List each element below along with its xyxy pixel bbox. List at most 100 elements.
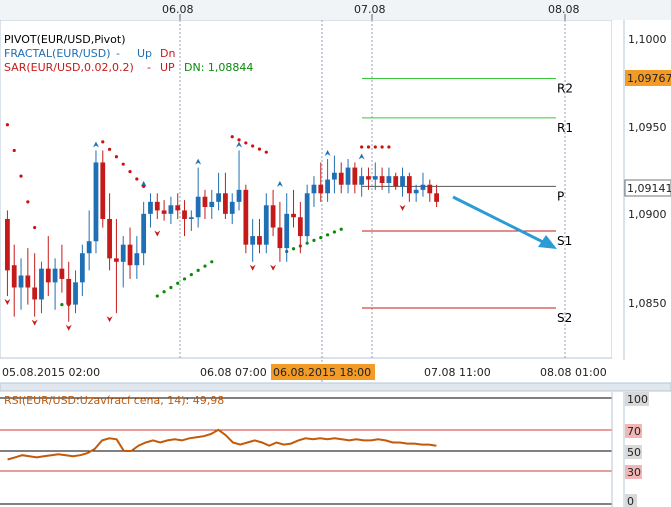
candle-body (297, 217, 303, 237)
candle-body (243, 189, 249, 245)
candle-body (175, 205, 181, 211)
sar-dot (155, 294, 159, 298)
sar-dot (264, 150, 268, 154)
top-date-2: 08.08 (548, 3, 580, 16)
sar-dot (135, 177, 139, 181)
candle-body (154, 201, 160, 211)
x-label-3: 08.08 01:00 (540, 366, 607, 379)
candle-body (400, 176, 405, 187)
candle-body (372, 176, 378, 180)
candle-body (39, 268, 44, 300)
sar-dot (12, 148, 16, 153)
candle-body (195, 196, 201, 218)
candle-body (127, 244, 133, 266)
candle-body (107, 218, 112, 259)
rsi-panel[interactable] (0, 392, 612, 507)
candle-body (352, 167, 358, 185)
sar-dot (230, 135, 234, 139)
candle-body (25, 275, 31, 288)
panel-separator[interactable] (0, 382, 671, 392)
candle-body (134, 253, 140, 266)
sar-dot (26, 200, 30, 204)
candle-body (311, 184, 317, 194)
sar-dot (210, 260, 214, 264)
candle-body (100, 162, 106, 219)
rsi-title: RSI(EUR/USD:Uzavírací cena, 14): 49,98 (4, 394, 224, 407)
current-price-badge (624, 179, 671, 197)
sar-dot (203, 264, 207, 268)
pivot-label-p: P (557, 189, 564, 203)
rsi-tick-100-bg (625, 392, 649, 406)
fractal-down-marker (4, 299, 11, 306)
sar-dots (5, 123, 391, 307)
pivot-label-r2: R2 (557, 82, 573, 96)
rsi-tick-70: 70 (627, 425, 641, 438)
fractal-up-marker (140, 180, 147, 187)
candle-body (304, 193, 310, 237)
sar-dot (142, 184, 146, 189)
candle-body (366, 176, 371, 180)
fractal-down-marker (154, 230, 161, 237)
sar-dot (387, 145, 391, 149)
fractal-down-marker (270, 264, 277, 271)
sar-dot (257, 147, 262, 151)
rsi-line (7, 428, 437, 461)
candle-body (393, 176, 399, 187)
candle-body (86, 241, 92, 254)
candle-body (379, 176, 385, 184)
sar-dot (121, 162, 125, 166)
candle-body (270, 205, 276, 228)
fractal-up-marker (236, 141, 243, 148)
x-label-0: 05.08.2015 02:00 (2, 366, 100, 379)
fractal-down-marker (106, 316, 113, 323)
candle-body (434, 193, 439, 202)
candle-body (345, 167, 351, 185)
candle-body (284, 213, 290, 249)
y-tick-3: 1,0850 (628, 297, 667, 310)
sar-dot (237, 138, 241, 142)
candle-body (338, 172, 344, 185)
sar-dot (319, 236, 323, 240)
sar-dot (312, 238, 316, 242)
candle-body (263, 205, 269, 245)
candle-body (427, 184, 433, 194)
sar-dot (339, 227, 343, 231)
candle-body (406, 176, 412, 194)
sar-dot (360, 145, 364, 149)
candle-body (18, 275, 24, 288)
sar-dot (169, 285, 173, 290)
sar-dot (196, 268, 200, 272)
candles (5, 150, 439, 322)
sar-dot (373, 145, 377, 149)
sar-dot (291, 247, 296, 251)
top-date-strip (0, 0, 671, 20)
y-tick-0: 1,1000 (628, 33, 667, 46)
legend-sar: SAR(EUR/USD,0.02,0.2) (4, 61, 134, 74)
forecast-arrow (452, 195, 557, 249)
legend-sar-up: UP (160, 61, 175, 74)
fractals (4, 141, 406, 331)
fractal-up-marker (276, 180, 283, 187)
sar-dot (380, 145, 384, 149)
fractal-up-marker (195, 158, 202, 165)
candle-body (66, 278, 72, 305)
pivot-label-r1: R1 (557, 121, 573, 135)
sar-dot (176, 281, 180, 285)
candle-body (236, 189, 242, 202)
sar-dot (60, 303, 64, 307)
y-tick-2: 1,0900 (628, 208, 667, 221)
candle-body (209, 201, 215, 207)
price-badge (625, 70, 671, 86)
candle-body (114, 258, 119, 262)
sar-dot (189, 273, 193, 277)
sar-dot (107, 147, 112, 151)
sar-dot (366, 145, 371, 149)
y-tick-1: 1,0950 (628, 121, 667, 134)
current-price-label: 1,09141 (627, 182, 671, 195)
legend: PIVOT(EUR/USD,Pivot) FRACTAL(EUR/USD) - … (4, 33, 253, 74)
candle-body (148, 201, 153, 214)
candle-body (291, 213, 296, 218)
sar-dot (332, 230, 337, 234)
legend-fractal-up: Up (137, 47, 152, 60)
